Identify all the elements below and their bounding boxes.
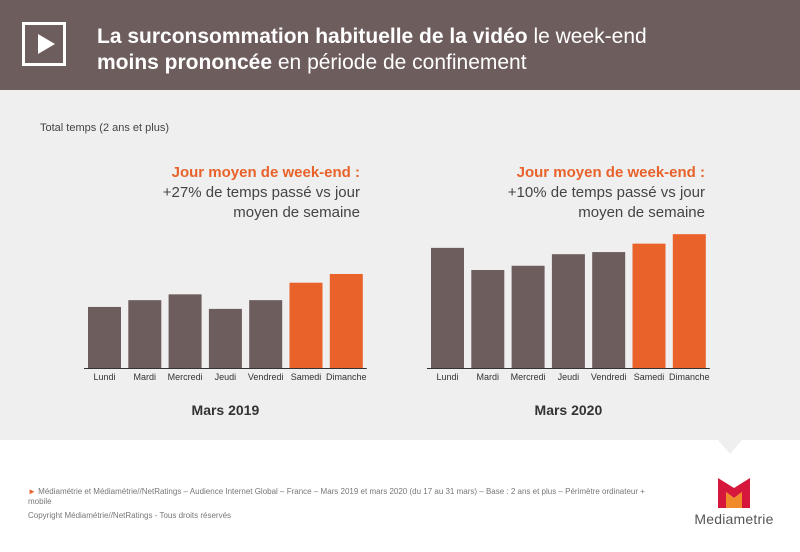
annotation-2019: Jour moyen de week-end : +27% de temps p… <box>120 163 360 223</box>
video-play-icon <box>22 22 66 66</box>
title-bold-2: moins prononcée <box>97 51 273 74</box>
bar-mars-2019-mercredi <box>168 294 202 368</box>
tick-label-vendredi: Vendredi <box>591 372 627 382</box>
title-normal-2: en période de confinement <box>277 51 527 74</box>
m-logo-icon <box>718 478 750 508</box>
footer-copyright: Copyright Médiamétrie//NetRatings - Tous… <box>28 511 232 520</box>
source-text: Médiamétrie et Médiamétrie//NetRatings –… <box>28 487 645 506</box>
tick-label-mercredi: Mercredi <box>168 372 203 382</box>
bar-mars-2019-jeudi <box>208 308 242 368</box>
bar-mars-2020-jeudi <box>551 254 585 368</box>
bar-mars-2020-mercredi <box>511 265 545 368</box>
tick-label-mardi: Mardi <box>477 372 500 382</box>
header-banner: La surconsommation habituelle de la vidé… <box>0 0 800 90</box>
tick-label-mercredi: Mercredi <box>511 372 546 382</box>
chart-panel <box>0 90 800 440</box>
annotation-2019-line1: +27% de temps passé vs jour <box>162 184 360 201</box>
annotation-2019-line2: moyen de semaine <box>233 204 360 221</box>
footer-source: ► Médiamétrie et Médiamétrie//NetRatings… <box>28 487 648 507</box>
chart-title: Mars 2019 <box>192 402 260 418</box>
bar-mars-2020-vendredi <box>592 252 626 368</box>
bar-mars-2019-lundi <box>88 306 121 368</box>
page-title: La surconsommation habituelle de la vidé… <box>97 24 777 76</box>
bar-mars-2019-samedi <box>289 282 323 368</box>
tick-label-lundi: Lundi <box>93 372 115 382</box>
title-bold-1: La surconsommation habituelle de la vidé… <box>97 25 528 48</box>
chart-title: Mars 2020 <box>535 402 603 418</box>
annotation-2020-line2: moyen de semaine <box>578 204 705 221</box>
tick-label-samedi: Samedi <box>291 372 322 382</box>
bar-mars-2019-vendredi <box>249 300 283 368</box>
annotation-2020: Jour moyen de week-end : +10% de temps p… <box>465 163 705 223</box>
tick-label-dimanche: Dimanche <box>669 372 710 382</box>
bar-mars-2019-mardi <box>128 300 162 368</box>
tick-label-vendredi: Vendredi <box>248 372 284 382</box>
tick-label-dimanche: Dimanche <box>326 372 367 382</box>
brand-name: Mediametrie <box>694 511 774 527</box>
chart-subtitle: Total temps (2 ans et plus) <box>40 122 170 134</box>
tick-label-mardi: Mardi <box>134 372 157 382</box>
source-arrow-icon: ► <box>28 487 36 496</box>
tick-label-jeudi: Jeudi <box>215 372 237 382</box>
panel-pointer <box>718 440 742 454</box>
annotation-2020-heading: Jour moyen de week-end : <box>516 164 705 181</box>
bar-mars-2019-dimanche <box>329 273 363 368</box>
annotation-2020-line1: +10% de temps passé vs jour <box>507 184 705 201</box>
bar-mars-2020-dimanche <box>672 234 706 368</box>
tick-label-samedi: Samedi <box>634 372 665 382</box>
annotation-2019-heading: Jour moyen de week-end : <box>171 164 360 181</box>
bar-mars-2020-samedi <box>632 243 666 368</box>
bar-mars-2020-mardi <box>471 269 505 368</box>
bar-mars-2020-lundi <box>431 247 464 368</box>
tick-label-jeudi: Jeudi <box>558 372 580 382</box>
title-normal-1: le week-end <box>533 25 647 48</box>
tick-label-lundi: Lundi <box>436 372 458 382</box>
